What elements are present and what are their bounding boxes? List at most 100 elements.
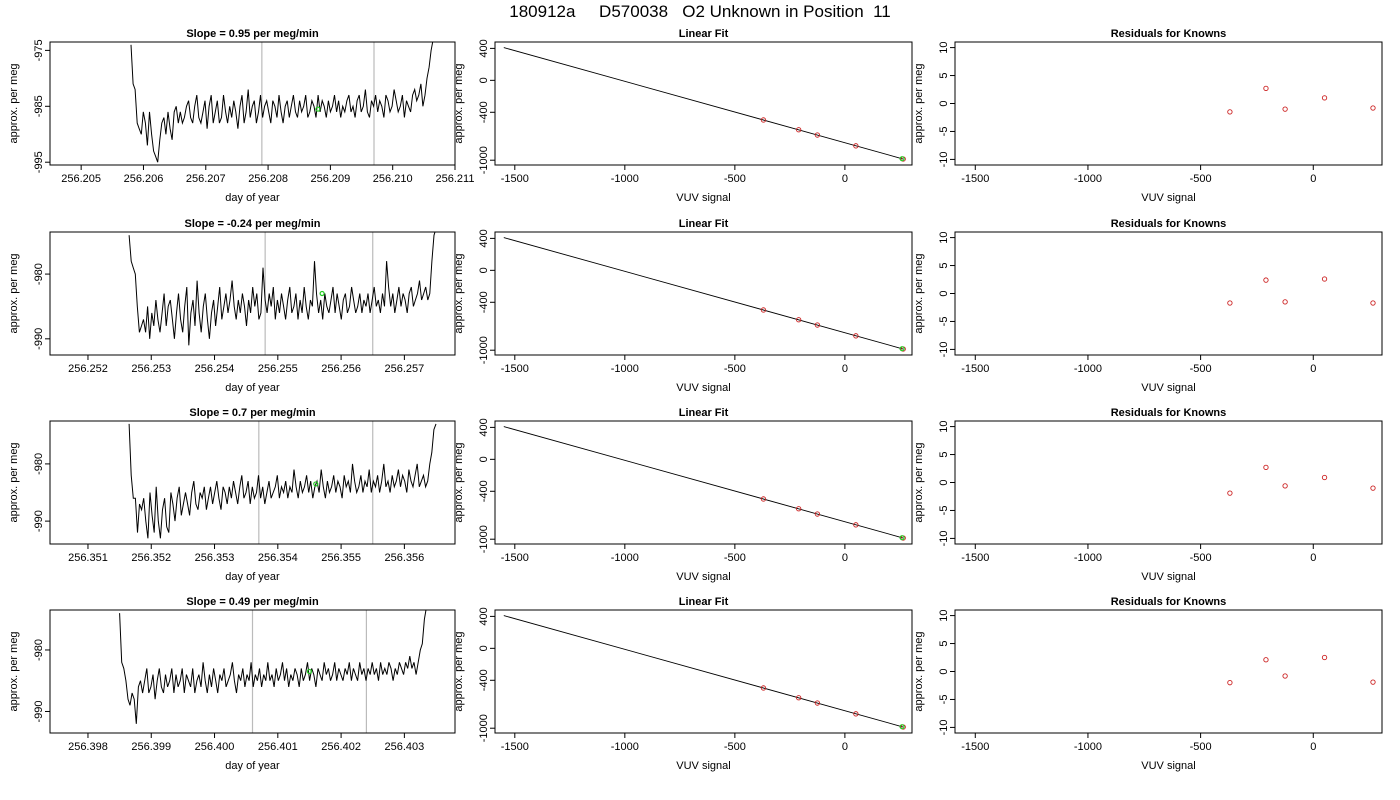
y-tick-label: 0 [478, 77, 490, 83]
x-tick-label: 256.353 [195, 552, 235, 564]
plot-frame [954, 41, 1383, 166]
y-tick-label: -990 [33, 700, 45, 722]
data-point [1227, 680, 1233, 686]
data-point [853, 711, 859, 717]
x-tick-label: 256.403 [384, 741, 424, 753]
data-point [1370, 105, 1376, 111]
y-tick-label: 0 [938, 100, 950, 106]
plot-area [503, 47, 906, 162]
chart-panel-6: Residuals for Knowns -1500 -1000 -500 0 10 5 0 -… [913, 218, 1383, 394]
y-tick-label: -990 [33, 510, 45, 532]
data-point [1227, 109, 1233, 115]
y-tick-label: -1000 [478, 525, 490, 553]
data-point [814, 132, 821, 138]
page-title: 180912a D570038 O2 Unknown in Position 1… [509, 2, 891, 21]
x-axis-label: day of year [225, 760, 280, 772]
plot-area [1227, 654, 1376, 686]
data-point [1263, 657, 1269, 663]
data-point [853, 333, 859, 339]
y-tick-label: 10 [938, 609, 950, 621]
x-axis-label: VUV signal [1141, 571, 1195, 583]
y-tick-label: -995 [33, 151, 45, 173]
x-tick-label: -1500 [961, 173, 989, 185]
y-tick-label: 5 [938, 640, 950, 646]
y-axis-label: approx. per meg [453, 442, 465, 522]
data-point [1263, 85, 1269, 92]
plot-frame [49, 41, 456, 166]
x-tick-label: -1500 [961, 552, 989, 564]
x-tick-label: 0 [1310, 552, 1316, 564]
plot-frame [49, 231, 456, 356]
unknown-marker [315, 106, 321, 112]
x-axis-label: VUV signal [1141, 760, 1195, 772]
x-tick-label: 256.253 [131, 363, 171, 375]
y-tick-label: 5 [938, 72, 950, 78]
data-point [1321, 654, 1328, 661]
fit-line [503, 615, 904, 728]
x-tick-label: -1000 [1074, 173, 1102, 185]
panel-title: Slope = 0.49 per meg/min [186, 596, 319, 608]
panel-title: Residuals for Knowns [1111, 28, 1227, 40]
x-tick-label: 256.205 [61, 173, 101, 185]
y-axis-label: approx. per meg [8, 63, 20, 143]
x-tick-label: 0 [842, 552, 848, 564]
data-point [814, 511, 821, 517]
y-tick-label: -980 [33, 453, 45, 475]
unknown-marker [313, 481, 319, 487]
data-point [1321, 474, 1328, 481]
x-tick-label: 256.402 [321, 741, 361, 753]
unknown-marker [899, 535, 905, 541]
y-tick-label: -400 [478, 101, 490, 123]
y-tick-label: 400 [478, 229, 490, 247]
data-point [1370, 679, 1376, 685]
chart-panel-7: Slope = 0.7 per meg/min 256.351 256.352 256… [8, 407, 456, 583]
x-tick-label: 256.355 [321, 552, 361, 564]
x-tick-label: -500 [724, 552, 746, 564]
y-tick-label: 400 [478, 607, 490, 625]
y-axis-label: approx. per meg [8, 253, 20, 333]
x-tick-label: -500 [724, 363, 746, 375]
x-tick-label: 256.209 [311, 173, 351, 185]
x-tick-label: 0 [1310, 363, 1316, 375]
plot-area [503, 237, 906, 352]
x-tick-label: 0 [1310, 173, 1316, 185]
panel-title: Slope = 0.95 per meg/min [186, 28, 319, 40]
x-tick-label: 0 [842, 363, 848, 375]
data-point [1370, 300, 1376, 306]
x-tick-label: 256.252 [68, 363, 108, 375]
y-axis-label: approx. per meg [8, 631, 20, 711]
data-point [1321, 95, 1328, 101]
y-tick-label: 400 [478, 39, 490, 57]
y-tick-label: -5 [938, 317, 950, 327]
x-axis-label: day of year [225, 192, 280, 204]
y-tick-label: -990 [33, 328, 45, 350]
x-tick-label: 256.211 [436, 173, 475, 185]
plot-area [128, 421, 437, 544]
y-tick-label: -10 [938, 341, 950, 357]
x-tick-label: -1000 [1074, 363, 1102, 375]
data-point [760, 117, 767, 123]
panel-title: Residuals for Knowns [1111, 407, 1227, 419]
panel-title: Linear Fit [679, 28, 729, 40]
series-line [119, 610, 427, 724]
y-tick-label: 10 [938, 41, 950, 53]
fit-line [503, 426, 904, 539]
data-point [1321, 276, 1328, 282]
data-point [1370, 485, 1376, 491]
y-axis-label: approx. per meg [913, 253, 925, 333]
plot-area [1227, 276, 1376, 306]
x-tick-label: -500 [724, 741, 746, 753]
x-tick-label: 256.254 [195, 363, 235, 375]
data-point [1282, 299, 1288, 305]
x-axis-label: VUV signal [676, 382, 730, 394]
y-tick-label: -10 [938, 719, 950, 735]
y-tick-label: 0 [938, 290, 950, 296]
unknown-marker [899, 724, 905, 730]
plot-frame [494, 609, 913, 734]
y-tick-label: 400 [478, 418, 490, 436]
data-point [853, 143, 859, 149]
plot-area [503, 615, 906, 730]
plot-area [503, 426, 906, 541]
data-point [1227, 490, 1233, 496]
data-point [796, 506, 802, 512]
